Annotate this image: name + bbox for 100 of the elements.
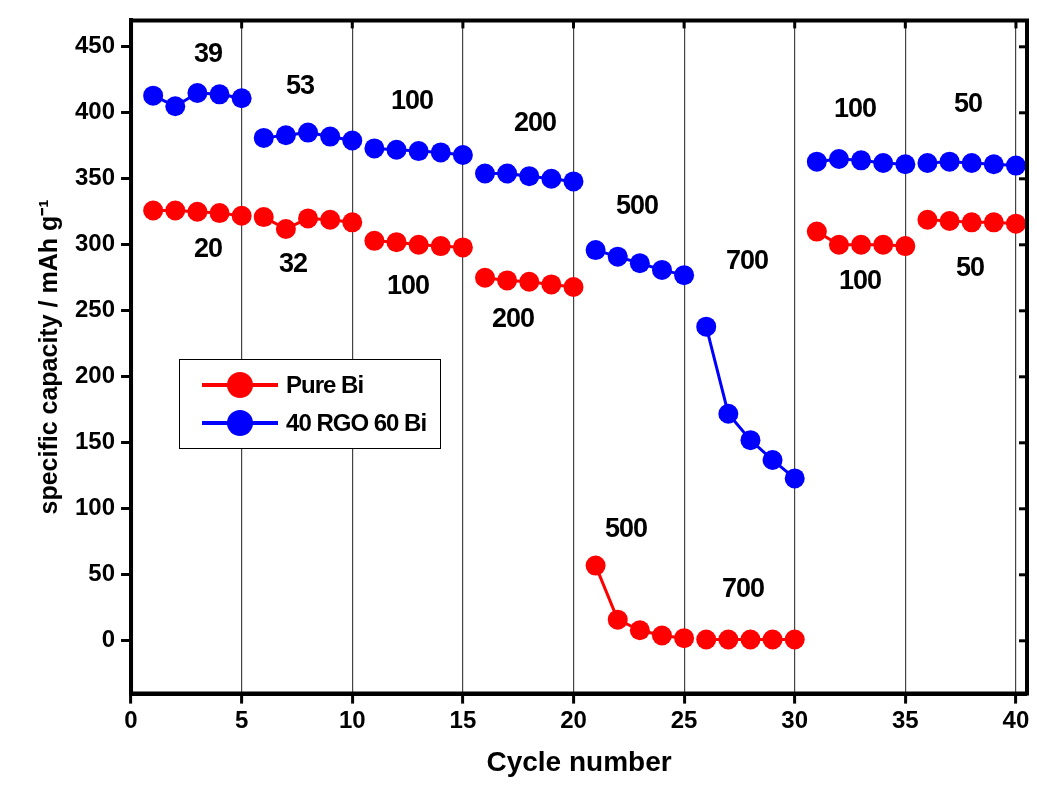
point: [851, 150, 872, 171]
point: [475, 267, 495, 288]
point: [895, 154, 916, 175]
point: [629, 253, 650, 274]
annotation: 500: [615, 189, 659, 221]
point: [740, 629, 761, 650]
point: [452, 237, 473, 258]
annotation: 50: [955, 251, 985, 283]
legend-label: 40 RGO 60 Bi: [286, 409, 427, 438]
point: [563, 171, 584, 192]
annotation: 700: [721, 572, 765, 604]
point: [1005, 213, 1026, 234]
point: [320, 209, 341, 230]
point: [475, 163, 495, 184]
point: [563, 277, 584, 298]
point: [851, 234, 872, 255]
point: [806, 151, 827, 172]
point: [408, 234, 429, 255]
point: [939, 151, 960, 172]
point: [939, 211, 960, 232]
y-tick-label: 0: [101, 625, 116, 653]
x-tick-label: 35: [891, 705, 919, 733]
point: [541, 168, 562, 189]
annotation: 200: [513, 106, 557, 138]
point: [541, 274, 562, 295]
point: [187, 201, 208, 222]
x-tick-label: 5: [234, 705, 249, 733]
point: [364, 138, 385, 159]
point: [961, 152, 982, 173]
x-tick-label: 20: [560, 705, 587, 733]
point: [718, 403, 739, 424]
point: [696, 629, 717, 650]
annotation: 500: [604, 512, 648, 544]
point: [519, 271, 540, 292]
x-tick-label: 0: [124, 705, 138, 733]
point: [762, 629, 783, 650]
point: [828, 149, 849, 169]
point: [298, 208, 319, 229]
point: [762, 449, 783, 470]
annotation: 39: [193, 37, 223, 69]
annotation: 100: [838, 264, 882, 296]
y-tick-label: 450: [75, 31, 116, 59]
point: [873, 152, 894, 173]
point: [386, 139, 407, 160]
annotation: 100: [833, 92, 877, 124]
point: [629, 620, 650, 641]
point: [873, 234, 894, 255]
point: [651, 259, 672, 280]
y-tick-label: 250: [75, 295, 116, 323]
point: [828, 234, 849, 255]
point: [143, 85, 164, 106]
point: [497, 270, 518, 291]
y-tick-label: 200: [75, 361, 116, 389]
point: [298, 122, 319, 143]
point: [607, 609, 628, 630]
point: [209, 84, 230, 105]
y-tick-label: 150: [75, 427, 116, 455]
point: [408, 141, 429, 162]
point: [917, 152, 938, 173]
point: [364, 230, 385, 251]
point: [452, 145, 473, 166]
point: [917, 209, 938, 230]
y-tick-label: 50: [88, 559, 116, 587]
annotation: 100: [386, 269, 430, 301]
point: [806, 221, 827, 242]
point: [430, 236, 451, 257]
point: [607, 246, 628, 267]
y-tick-label: 400: [75, 97, 116, 125]
y-tick-label: 350: [75, 163, 116, 191]
x-tick-label: 10: [338, 705, 366, 733]
annotation: 32: [278, 247, 308, 279]
point: [430, 142, 451, 163]
annotation: 50: [953, 87, 983, 119]
x-tick-label: 30: [781, 705, 809, 733]
point: [651, 625, 672, 646]
point: [784, 468, 805, 489]
point: [209, 203, 230, 224]
point: [519, 166, 540, 187]
point: [983, 154, 1004, 175]
point: [386, 232, 407, 253]
point: [718, 629, 739, 650]
y-axis-title: specific capacity / mAh g⁻¹: [33, 199, 62, 515]
point: [143, 200, 164, 221]
point: [696, 316, 717, 337]
y-tick-label: 100: [75, 493, 116, 521]
point: [320, 126, 341, 147]
point: [231, 88, 252, 109]
point: [740, 430, 761, 451]
point: [895, 236, 916, 257]
point: [253, 127, 274, 148]
annotation: 100: [390, 84, 434, 116]
point: [497, 163, 518, 184]
x-tick-label: 25: [670, 705, 698, 733]
annotation: 53: [285, 69, 315, 101]
point: [342, 212, 363, 233]
point: [674, 265, 695, 286]
point: [275, 125, 296, 146]
point: [983, 212, 1004, 233]
x-axis-title: Cycle number: [486, 745, 672, 777]
point: [585, 240, 606, 261]
